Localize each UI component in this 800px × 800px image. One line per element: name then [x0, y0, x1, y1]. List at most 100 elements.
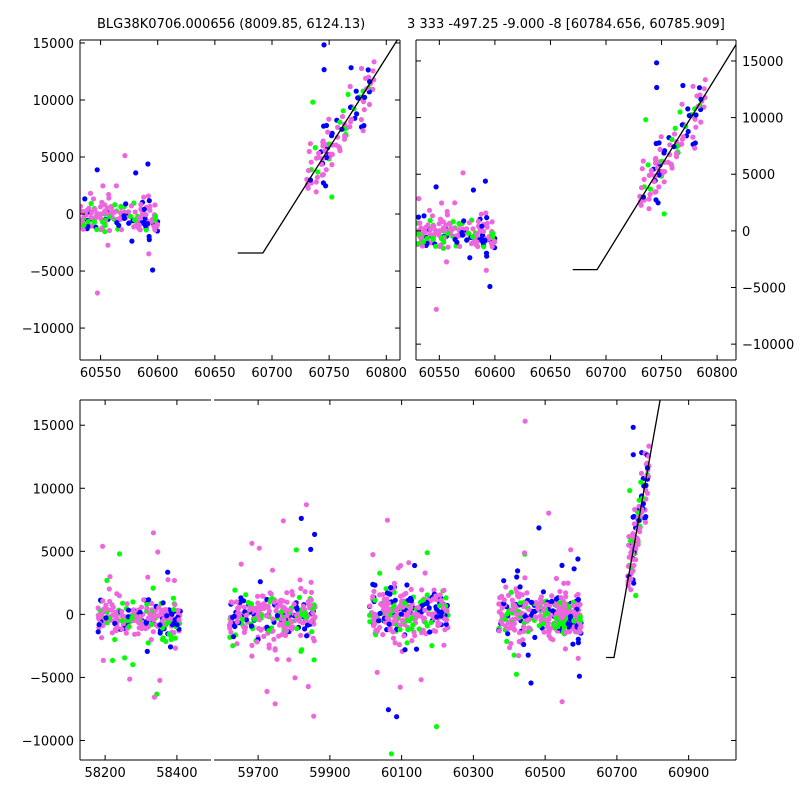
data-point	[630, 568, 636, 574]
data-point	[89, 210, 95, 216]
x-tick-label: 60650	[530, 366, 571, 381]
data-point	[509, 607, 515, 613]
data-point	[380, 632, 386, 638]
x-tick-label: 60650	[194, 366, 235, 381]
data-point	[138, 604, 145, 610]
data-point	[294, 606, 300, 612]
data-point	[166, 619, 172, 625]
data-point	[692, 116, 698, 122]
data-point	[155, 549, 161, 555]
data-point	[419, 587, 425, 593]
data-point	[94, 290, 100, 296]
data-point	[430, 596, 436, 602]
data-point	[418, 677, 424, 683]
data-point	[119, 613, 125, 619]
data-point	[397, 622, 403, 628]
data-point	[680, 82, 686, 89]
data-point	[383, 586, 389, 592]
data-point	[130, 662, 136, 668]
data-point	[407, 596, 413, 603]
data-point	[241, 604, 247, 610]
data-point	[144, 648, 150, 655]
data-point	[505, 631, 511, 637]
data-point	[504, 638, 510, 645]
data-point	[80, 226, 86, 232]
data-point	[150, 267, 156, 273]
data-point	[107, 574, 113, 580]
data-point	[320, 143, 326, 149]
data-point	[163, 638, 169, 645]
data-point	[573, 612, 579, 618]
data-point	[114, 591, 120, 597]
data-point	[360, 99, 367, 105]
data-point	[102, 229, 108, 235]
data-point	[405, 611, 411, 617]
data-point	[525, 652, 531, 658]
data-point	[541, 605, 547, 611]
data-point	[443, 621, 449, 627]
data-point	[631, 580, 637, 586]
data-point	[286, 657, 292, 663]
data-point	[568, 547, 574, 553]
data-point	[106, 227, 113, 234]
data-point	[305, 683, 311, 690]
data-point	[85, 223, 91, 230]
data-point	[577, 614, 583, 620]
data-point	[532, 614, 538, 620]
data-point	[658, 134, 664, 140]
data-point	[422, 607, 428, 613]
data-point	[255, 593, 261, 599]
data-point	[690, 83, 696, 89]
data-point	[306, 148, 312, 155]
y-tick-label: −5000	[30, 265, 74, 280]
data-point	[421, 615, 427, 621]
data-point	[503, 584, 509, 590]
data-point	[547, 625, 554, 632]
data-point	[249, 540, 255, 546]
data-point	[422, 570, 428, 576]
data-point	[424, 550, 430, 556]
y-tick-label: 15000	[33, 419, 74, 434]
data-point	[450, 219, 456, 225]
data-point	[563, 590, 569, 596]
data-point	[513, 671, 520, 677]
data-point	[310, 635, 316, 641]
data-point	[571, 566, 577, 572]
data-point	[278, 609, 284, 615]
data-point	[112, 636, 118, 643]
data-point	[355, 95, 361, 101]
data-point	[358, 117, 364, 123]
data-point	[384, 604, 390, 610]
data-point	[243, 592, 249, 598]
data-point	[630, 532, 636, 538]
data-point	[113, 183, 119, 189]
data-point	[577, 629, 583, 635]
data-point	[128, 213, 134, 220]
data-point	[106, 586, 112, 592]
data-point	[533, 599, 539, 606]
data-point	[564, 609, 571, 615]
data-point	[417, 220, 423, 226]
data-point	[104, 577, 110, 584]
data-point	[149, 621, 155, 628]
y-tick-label: 5000	[41, 545, 74, 560]
x-tick-label: 60800	[696, 366, 737, 381]
data-point	[540, 589, 547, 595]
data-point	[326, 116, 332, 122]
data-point	[484, 220, 490, 226]
data-point	[507, 645, 513, 651]
data-point	[128, 203, 134, 209]
data-point	[524, 618, 530, 624]
data-point	[550, 637, 556, 643]
model-line	[237, 40, 399, 254]
data-point	[428, 619, 434, 626]
data-point	[301, 606, 307, 612]
data-point	[519, 610, 525, 616]
data-point	[171, 630, 177, 636]
data-point	[257, 579, 263, 585]
data-point	[404, 582, 410, 588]
data-point	[138, 201, 144, 208]
data-point	[487, 283, 493, 290]
data-point	[87, 190, 94, 196]
data-point	[632, 506, 638, 513]
